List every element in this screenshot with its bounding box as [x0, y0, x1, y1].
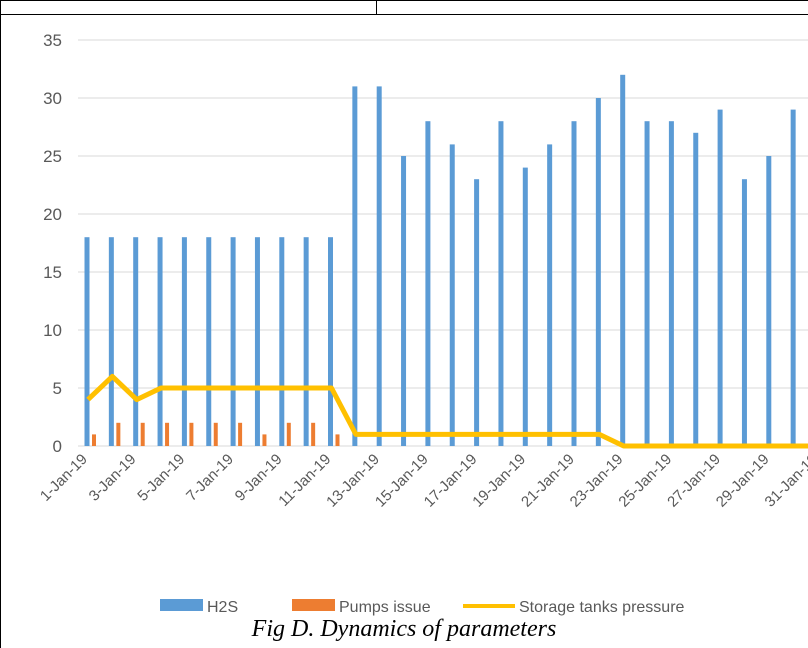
h2s-bar	[449, 144, 455, 446]
h2s-bar	[376, 86, 382, 447]
legend-swatch	[292, 599, 335, 611]
pumps-issue-bar	[238, 422, 243, 446]
h2s-bar	[717, 109, 723, 446]
h2s-bar	[693, 132, 699, 447]
h2s-bar	[181, 237, 187, 446]
h2s-bar	[668, 121, 674, 446]
x-tick-label: 1-Jan-19	[37, 451, 91, 505]
h2s-bar	[279, 237, 285, 446]
pumps-issue-bar	[335, 434, 340, 446]
y-tick-label: 10	[43, 321, 62, 340]
y-tick-label: 35	[43, 31, 62, 50]
h2s-bar	[595, 98, 601, 446]
table-cell-divider	[376, 0, 377, 14]
h2s-bar	[790, 109, 796, 446]
h2s-bar	[620, 74, 626, 447]
h2s-bar	[522, 167, 528, 446]
h2s-bar	[84, 237, 90, 446]
pumps-issue-bar	[165, 422, 170, 446]
h2s-bar	[425, 121, 431, 446]
legend: H2S Pumps issue Storage tanks pressure	[160, 599, 685, 616]
h2s-bar	[254, 237, 260, 446]
h2s-bar	[230, 237, 236, 446]
h2s-bar	[766, 156, 772, 446]
x-axis-ticks: 1-Jan-193-Jan-195-Jan-197-Jan-199-Jan-19…	[37, 451, 808, 511]
pumps-issue-bar	[189, 422, 194, 446]
h2s-bar	[571, 121, 577, 446]
y-tick-label: 20	[43, 205, 62, 224]
h2s-bar	[352, 86, 358, 447]
figure-caption: Fig D. Dynamics of parameters	[251, 616, 557, 642]
h2s-bar	[206, 237, 212, 446]
h2s-bar	[157, 237, 163, 446]
gridlines	[78, 39, 808, 447]
h2s-bar	[741, 179, 747, 446]
h2s-bar	[328, 237, 333, 446]
pumps-issue-bar	[286, 422, 291, 446]
y-axis-ticks: 0 5 10 15 20 25 30 35	[43, 31, 62, 456]
y-tick-label: 15	[43, 263, 62, 282]
h2s-bar	[401, 156, 407, 446]
legend-swatch	[160, 599, 203, 611]
h2s-bar	[108, 237, 114, 446]
x-tick-label: 3-Jan-19	[86, 451, 140, 505]
legend-label: Storage tanks pressure	[519, 599, 685, 616]
y-tick-label: 25	[43, 147, 62, 166]
pumps-issue-bar	[116, 422, 121, 446]
x-tick-label: 5-Jan-19	[134, 451, 188, 505]
h2s-bars	[84, 74, 796, 447]
y-tick-label: 30	[43, 89, 62, 108]
pumps-issue-bar	[140, 422, 145, 446]
pumps-issue-bars	[92, 422, 340, 446]
storage-pressure-series-line	[86, 373, 808, 449]
h2s-bar	[303, 237, 309, 446]
table-border-line	[0, 14, 808, 15]
y-tick-label: 0	[53, 437, 62, 456]
pumps-issue-bar	[262, 434, 267, 446]
pumps-issue-bar	[213, 422, 218, 446]
pumps-issue-bar	[92, 434, 96, 446]
h2s-bar	[547, 144, 553, 446]
h2s-bar	[498, 121, 504, 446]
h2s-bar	[644, 121, 650, 446]
legend-label: H2S	[207, 599, 238, 616]
h2s-bar	[133, 237, 139, 446]
legend-label: Pumps issue	[339, 599, 431, 616]
storage-pressure-line	[86, 373, 808, 449]
h2s-bar	[474, 179, 480, 446]
y-tick-label: 5	[53, 379, 62, 398]
x-tick-label: 7-Jan-19	[183, 451, 237, 505]
pumps-issue-bar	[311, 422, 316, 446]
